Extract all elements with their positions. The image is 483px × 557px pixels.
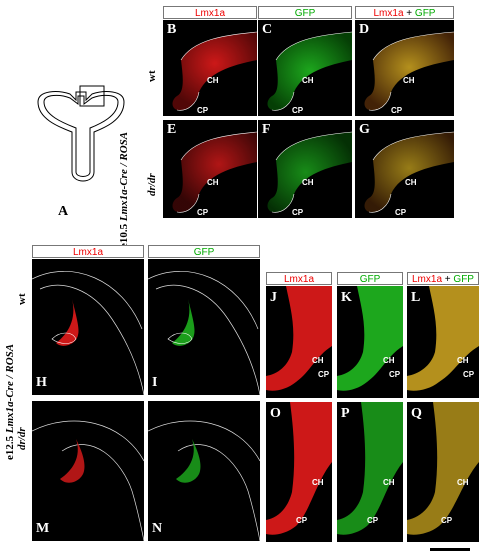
panel-g: G CH CP [355, 120, 454, 218]
schematic-diagram [28, 72, 138, 192]
panel-h: H [32, 259, 144, 395]
panel-label-p: P [341, 406, 350, 421]
cp-label: CP [389, 370, 401, 379]
ch-label: CH [457, 478, 469, 487]
side-label-wt-bottom: wt [16, 293, 28, 305]
cp-label: CP [292, 106, 304, 115]
side-label-e105: e10.5 Lmx1a-Cre / ROSA [118, 131, 130, 248]
cp-label: CP [197, 106, 209, 115]
ch-label: CH [302, 76, 314, 85]
header-gfp-top: GFP [258, 6, 352, 19]
panel-label-l: L [411, 290, 421, 305]
panel-label-i: I [152, 375, 158, 390]
ch-label: CH [383, 478, 395, 487]
scale-bar [430, 548, 470, 551]
panel-e: E CH CP [163, 120, 257, 218]
panel-label-q: Q [411, 406, 422, 421]
ch-label: CH [207, 178, 219, 187]
panel-label-g: G [359, 122, 370, 137]
cp-label: CP [318, 370, 330, 379]
side-label-drdr-bottom: dr/dr [16, 427, 28, 450]
ch-label: CH [383, 356, 395, 365]
header-lmx1a-zoom: Lmx1a [266, 272, 332, 285]
ch-label: CH [405, 178, 417, 187]
ch-label: CH [457, 356, 469, 365]
header-merge-zoom: Lmx1a + GFP [407, 272, 479, 285]
panel-n: N [148, 401, 260, 541]
panel-l: L CH CP [407, 286, 479, 398]
ch-label: CH [312, 356, 324, 365]
panel-f: F CH CP [258, 120, 352, 218]
ch-label: CH [403, 76, 415, 85]
panel-p: P CH CP [337, 402, 403, 542]
panel-label-b: B [167, 22, 177, 37]
cp-label: CP [292, 208, 304, 217]
side-label-wt-top: wt [146, 70, 158, 82]
panel-label-e: E [167, 122, 177, 137]
ch-label: CH [312, 478, 324, 487]
panel-label-m: M [36, 521, 50, 536]
panel-j: J CH CP [266, 286, 332, 398]
side-label-e125: e12.5 Lmx1a-Cre / ROSA [4, 343, 16, 460]
panel-label-c: C [262, 22, 273, 37]
panel-label-d: D [359, 22, 370, 37]
panel-label-h: H [36, 375, 47, 390]
cp-label: CP [441, 516, 453, 525]
header-merge-top: Lmx1a + GFP [355, 6, 454, 19]
panel-m: M [32, 401, 144, 541]
panel-label-k: K [341, 290, 352, 305]
panel-b: B CH CP [163, 20, 257, 116]
header-gfp-zoom: GFP [337, 272, 403, 285]
cp-label: CP [391, 106, 403, 115]
panel-label-n: N [152, 521, 163, 536]
panel-d: D CH CP [355, 20, 454, 116]
side-label-drdr-top: dr/dr [146, 173, 158, 196]
cp-label: CP [463, 370, 475, 379]
panel-c: C CH CP [258, 20, 352, 116]
cp-label: CP [197, 208, 209, 217]
ch-label: CH [302, 178, 314, 187]
header-lmx1a-overview: Lmx1a [32, 245, 144, 258]
header-lmx1a-top: Lmx1a [163, 6, 257, 19]
cp-label: CP [367, 516, 379, 525]
panel-label-o: O [270, 406, 281, 421]
header-gfp-overview: GFP [148, 245, 260, 258]
panel-label-a: A [58, 204, 69, 219]
cp-label: CP [395, 208, 407, 217]
panel-label-f: F [262, 122, 271, 137]
cp-label: CP [296, 516, 308, 525]
panel-q: Q CH CP [407, 402, 479, 542]
ch-label: CH [207, 76, 219, 85]
panel-i: I [148, 259, 260, 395]
panel-label-j: J [270, 290, 277, 305]
panel-o: O CH CP [266, 402, 332, 542]
panel-k: K CH CP [337, 286, 403, 398]
